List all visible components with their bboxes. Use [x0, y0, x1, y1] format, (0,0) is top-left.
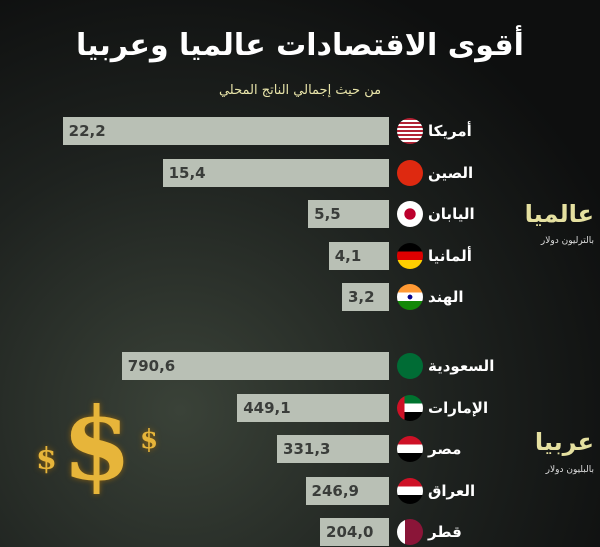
data-label: 331,3 [283, 440, 331, 458]
flag-cn-icon [397, 159, 423, 186]
category-label: أمريكا [428, 122, 472, 140]
page-title: أقوى الاقتصادات عالميا وعربيا [76, 28, 524, 63]
bar: 246,9 [305, 476, 389, 505]
data-label: 790,6 [127, 357, 176, 375]
bar: 15,4 [162, 158, 389, 187]
flag-qa-icon [397, 519, 423, 545]
bar: 4,1 [328, 241, 389, 270]
category-label: السعودية [428, 357, 495, 375]
bar: 331,3 [277, 435, 389, 463]
flag-us-icon [397, 118, 423, 144]
category-label: ألمانيا [428, 246, 472, 265]
bar: 22,2 [62, 117, 389, 145]
data-label: 4,1 [334, 246, 362, 265]
data-label: 15,4 [168, 163, 206, 182]
category-label: العراق [428, 481, 476, 500]
bar: 449,1 [237, 393, 389, 422]
data-label: 449,1 [243, 398, 291, 417]
flag-sa-icon [397, 353, 423, 379]
bar: 204,0 [320, 518, 389, 546]
data-label: 5,5 [314, 205, 341, 223]
flag-eg-icon [397, 436, 423, 462]
data-label: 22,2 [68, 122, 106, 140]
small-dollar-icon: $ [140, 425, 159, 455]
bar: 790,6 [121, 352, 389, 380]
flag-ae-icon [397, 394, 423, 421]
data-label: 204,0 [326, 523, 374, 541]
data-label: 246,9 [311, 481, 359, 500]
flag-in-icon [397, 284, 423, 310]
flag-de-icon [397, 242, 423, 269]
section-label-world: عالميا [524, 200, 594, 228]
bar: 3,2 [341, 283, 389, 311]
flag-iq-icon [397, 477, 423, 504]
gold-dollar-icon: $ [62, 385, 132, 503]
category-label: الإمارات [428, 398, 489, 417]
category-label: مصر [428, 440, 462, 458]
category-label: الهند [428, 288, 464, 306]
section-label-arab: عربيا [534, 428, 594, 456]
category-label: الصين [428, 163, 474, 182]
unit-label-arab: بالبليون دولار [545, 465, 594, 475]
unit-label-world: بالترليون دولار [540, 236, 594, 246]
flag-jp-icon [397, 201, 423, 227]
data-label: 3,2 [347, 288, 375, 306]
small-dollar-icon: $ [36, 442, 57, 477]
category-label: قطر [428, 523, 462, 541]
subtitle: من حيث إجمالي الناتج المحلي [218, 83, 382, 98]
category-label: اليابان [428, 205, 475, 223]
bar: 5,5 [308, 200, 389, 228]
